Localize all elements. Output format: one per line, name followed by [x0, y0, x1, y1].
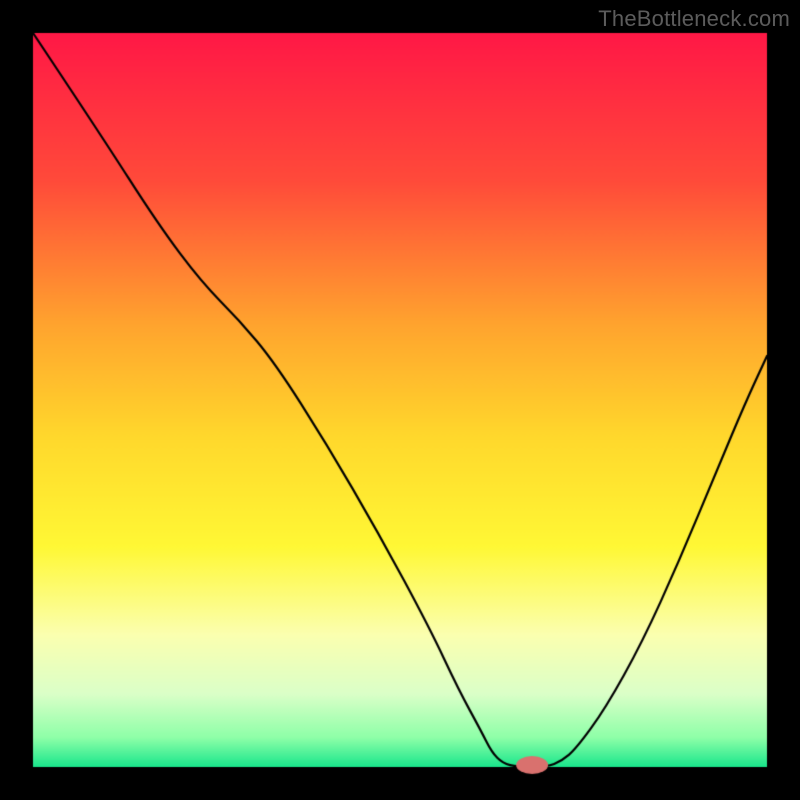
chart-frame: TheBottleneck.com: [0, 0, 800, 800]
watermark-text: TheBottleneck.com: [598, 6, 790, 32]
bottleneck-chart-canvas: [0, 0, 800, 800]
